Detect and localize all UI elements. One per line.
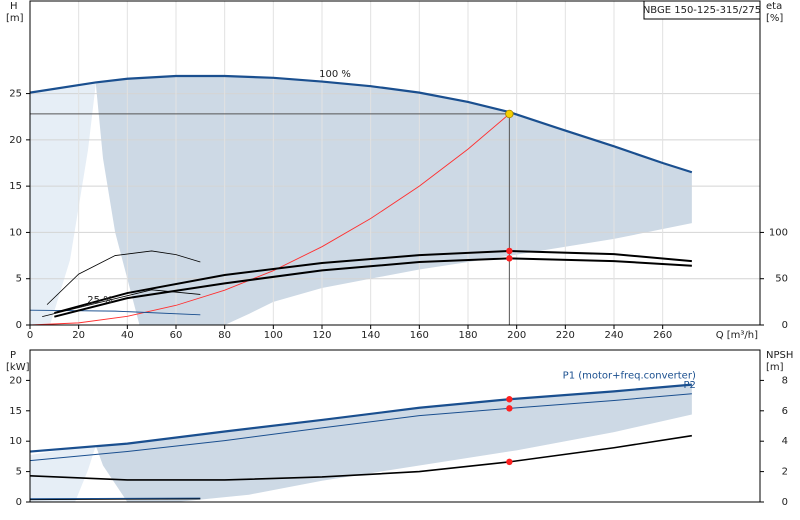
- y-tick-label: 20: [9, 375, 22, 386]
- x-label: Q [m³/h]: [716, 330, 758, 341]
- plot-frame: [29, 0, 761, 326]
- y2-tick-label: 100: [769, 227, 788, 238]
- x-tick-label: 100: [264, 330, 283, 341]
- curve: [29, 74, 693, 174]
- operating-range: [95, 75, 692, 326]
- y-unit: [m]: [6, 13, 24, 24]
- y2-tick-label: 0: [782, 320, 788, 331]
- chart-title: NBGE 150-125-315/275: [643, 5, 761, 16]
- y-label: P: [10, 350, 16, 361]
- series-label: P2: [683, 380, 695, 391]
- y2-label: eta: [766, 1, 782, 12]
- annotation: 100 %: [319, 69, 351, 80]
- duty-point: [505, 109, 514, 119]
- curve: [29, 498, 201, 501]
- y-label: H: [10, 1, 18, 12]
- series-label: P1 (motor+freq.converter): [563, 371, 696, 382]
- y-tick-label: 20: [9, 135, 22, 146]
- x-tick-label: 20: [72, 330, 85, 341]
- y-tick-label: 0: [16, 497, 22, 508]
- light-area: [30, 445, 96, 502]
- y2-label: NPSH: [766, 350, 793, 361]
- y-tick-label: 10: [9, 227, 22, 238]
- x-tick-label: 140: [361, 330, 380, 341]
- y-tick-label: 5: [16, 274, 22, 285]
- y-tick-label: 5: [16, 467, 22, 478]
- annotation: 25 %: [87, 295, 112, 306]
- duty-point: [506, 255, 513, 262]
- curve: [54, 257, 692, 318]
- plot-frame: [29, 349, 761, 503]
- y-tick-label: 15: [9, 181, 22, 192]
- duty-point: [506, 247, 513, 255]
- x-tick-label: 40: [121, 330, 134, 341]
- duty-point: [506, 396, 513, 403]
- operating-range: [95, 384, 692, 502]
- duty-point: [506, 458, 513, 466]
- curve: [29, 383, 692, 453]
- y-tick-label: 15: [9, 406, 22, 417]
- curve: [54, 249, 692, 314]
- x-tick-label: 180: [458, 330, 477, 341]
- y2-tick-label: 8: [782, 375, 788, 386]
- x-tick-label: 160: [410, 330, 429, 341]
- curve: [29, 309, 201, 316]
- curve: [29, 113, 510, 326]
- curve: [29, 434, 692, 481]
- x-tick-label: 0: [27, 330, 33, 341]
- y2-unit: [m]: [766, 362, 784, 373]
- y2-tick-label: 50: [775, 274, 788, 285]
- x-tick-label: 120: [312, 330, 331, 341]
- x-tick-label: 60: [170, 330, 183, 341]
- x-tick-label: 80: [218, 330, 231, 341]
- y2-unit: [%]: [766, 13, 783, 24]
- title-box: [643, 0, 761, 20]
- x-tick-label: 220: [556, 330, 575, 341]
- y-tick-label: 25: [9, 89, 22, 100]
- light-area: [30, 82, 96, 325]
- y2-tick-label: 4: [782, 436, 788, 447]
- y-tick-label: 10: [9, 436, 22, 447]
- curve: [29, 393, 692, 462]
- y2-tick-label: 2: [782, 467, 788, 478]
- curve: [29, 497, 201, 500]
- y2-tick-label: 6: [782, 406, 788, 417]
- duty-point: [506, 405, 513, 412]
- x-tick-label: 200: [507, 330, 526, 341]
- x-tick-label: 260: [653, 330, 672, 341]
- y2-tick-label: 0: [782, 497, 788, 508]
- y-unit: [kW]: [6, 362, 30, 373]
- curve: [46, 250, 201, 305]
- y-tick-label: 0: [16, 320, 22, 331]
- x-tick-label: 240: [604, 330, 623, 341]
